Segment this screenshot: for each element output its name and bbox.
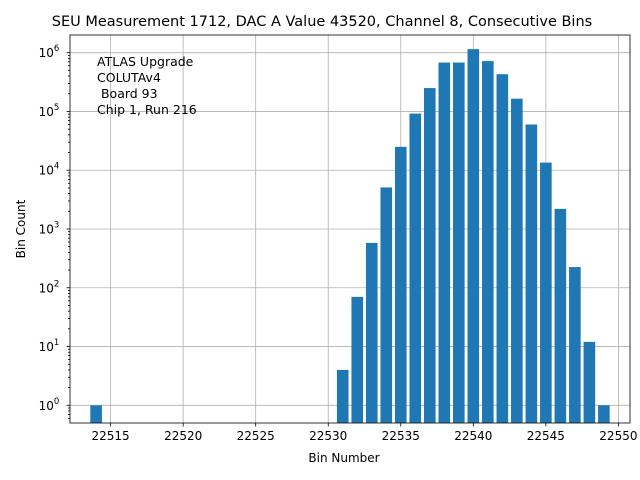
bar <box>336 369 349 423</box>
bar <box>554 208 567 423</box>
bar <box>569 267 581 423</box>
x-tick-label: 22525 <box>237 429 275 443</box>
y-tick-label: 104 <box>39 162 60 178</box>
bar <box>525 124 538 424</box>
y-tick-label: 100 <box>39 397 60 413</box>
bar <box>453 62 465 424</box>
bar <box>380 187 393 423</box>
y-tick-label: 105 <box>39 103 60 119</box>
bar <box>467 49 480 424</box>
x-tick-label: 22550 <box>599 429 637 443</box>
annotation-line: ATLAS Upgrade <box>97 54 194 69</box>
y-tick-label: 106 <box>39 44 60 60</box>
bar <box>598 405 610 423</box>
y-axis-ticks: 100 101 102 103 104 105 106 <box>39 44 70 419</box>
bar <box>409 113 422 423</box>
y-tick-label: 103 <box>39 221 60 237</box>
x-tick-label: 22530 <box>309 429 347 443</box>
bar <box>423 88 436 423</box>
bar <box>394 146 407 423</box>
x-tick-label: 22520 <box>164 429 202 443</box>
y-axis-label: Bin Count <box>14 199 28 258</box>
x-tick-label: 22540 <box>454 429 492 443</box>
bar <box>511 98 523 423</box>
y-tick-label: 102 <box>39 279 60 295</box>
y-tick-label: 101 <box>39 338 60 354</box>
x-tick-label: 22535 <box>382 429 420 443</box>
bar <box>90 405 102 423</box>
x-tick-label: 22545 <box>527 429 565 443</box>
x-tick-label: 22515 <box>92 429 130 443</box>
annotation-line: Board 93 <box>97 86 158 101</box>
bars <box>90 49 610 424</box>
bar <box>540 162 552 424</box>
bar <box>351 296 364 423</box>
bar <box>482 61 494 423</box>
bar <box>438 62 451 424</box>
chart-title: SEU Measurement 1712, DAC A Value 43520,… <box>52 14 592 30</box>
annotation-line: COLUTAv4 <box>97 70 161 85</box>
bar <box>496 74 509 423</box>
x-axis-label: Bin Number <box>308 451 379 465</box>
bar <box>365 242 378 423</box>
annotation-line: Chip 1, Run 216 <box>97 102 197 117</box>
bar <box>583 341 596 423</box>
x-axis-ticks: 22515 22520 22525 22530 22535 22540 22545 22550 <box>92 423 637 443</box>
